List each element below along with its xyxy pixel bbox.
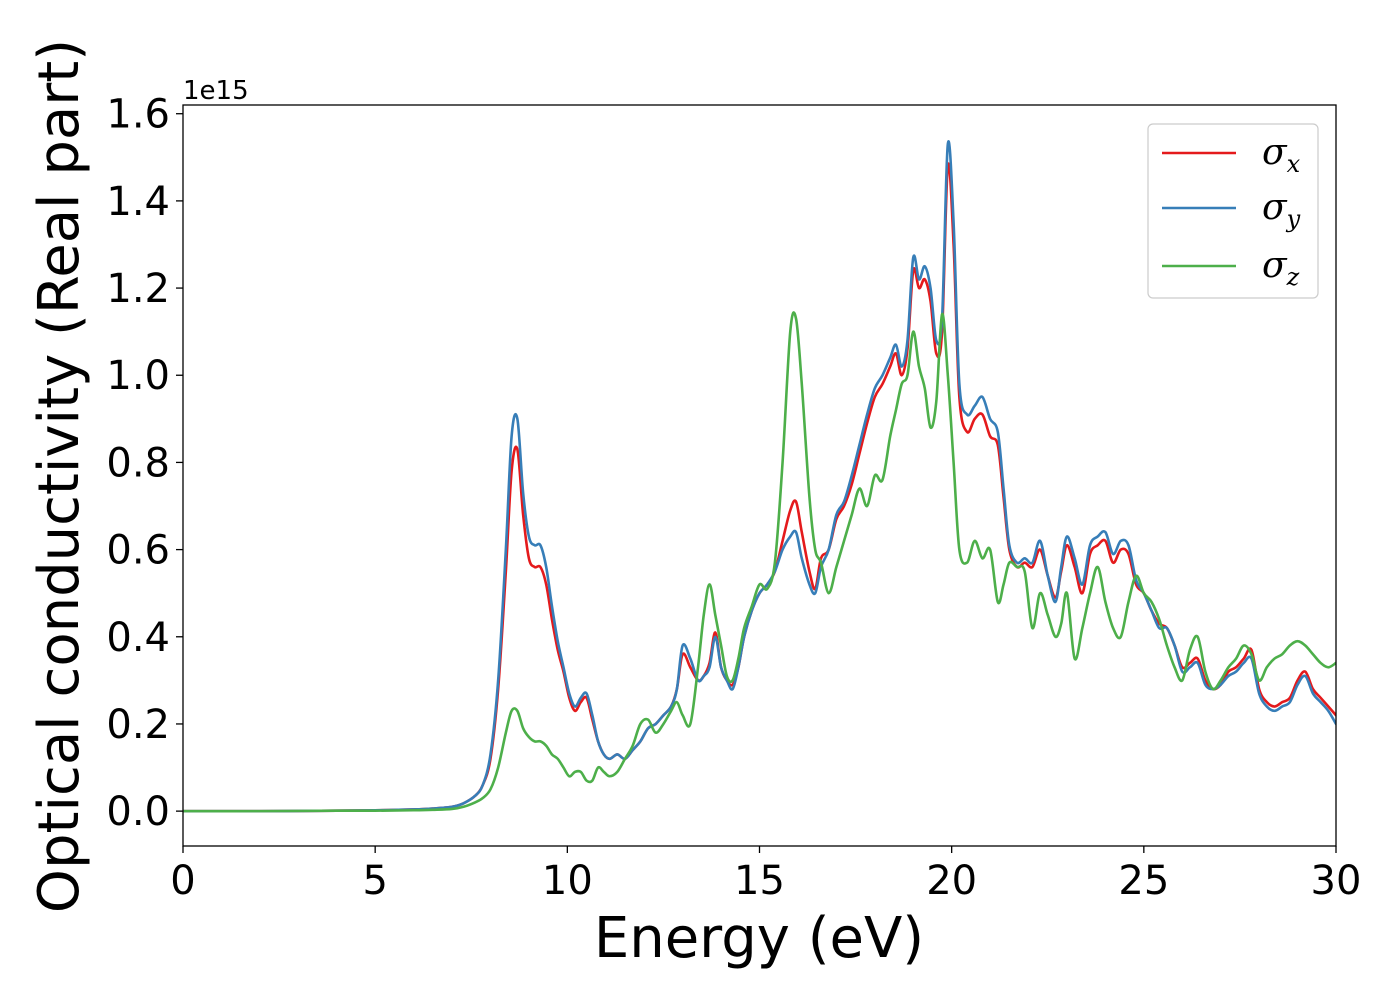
y-tick-label: 1.0 xyxy=(106,353,170,399)
y-tick-label: 0.6 xyxy=(106,528,170,574)
y-axis-title: Optical conductivity (Real part) xyxy=(27,39,92,913)
x-tick-label: 15 xyxy=(734,858,785,904)
y-tick-label: 0.8 xyxy=(106,440,170,486)
x-axis-ticks: 0 5 10 15 20 25 30 xyxy=(170,846,1361,904)
y-tick-label: 0.0 xyxy=(106,789,170,835)
x-tick-label: 10 xyxy=(542,858,593,904)
y-offset-label: 1e15 xyxy=(183,76,249,106)
y-tick-label: 0.4 xyxy=(106,615,170,661)
series-lines xyxy=(183,140,1336,813)
series-line-sigma-y xyxy=(183,140,1336,813)
legend-label-sigma-z: σz xyxy=(1262,245,1300,291)
x-tick-label: 20 xyxy=(926,858,977,904)
y-tick-label: 1.2 xyxy=(106,266,170,312)
x-tick-label: 25 xyxy=(1118,858,1169,904)
y-axis-ticks: 0.0 0.2 0.4 0.6 0.8 1.0 1.2 1.4 1.6 xyxy=(106,92,183,835)
series-line-sigma-z xyxy=(183,311,1336,813)
legend-box xyxy=(1147,123,1319,299)
x-tick-label: 5 xyxy=(362,858,387,904)
legend-label-sigma-x: σx xyxy=(1262,132,1301,178)
x-axis-title: Energy (eV) xyxy=(594,906,924,971)
y-tick-label: 1.6 xyxy=(106,92,170,138)
legend-label-sigma-y: σy xyxy=(1262,187,1301,233)
series-line-sigma-x xyxy=(183,162,1336,813)
y-tick-label: 1.4 xyxy=(106,179,170,225)
legend: σx σy σz xyxy=(1147,123,1319,299)
x-tick-label: 0 xyxy=(170,858,195,904)
x-tick-label: 30 xyxy=(1311,858,1362,904)
y-tick-label: 0.2 xyxy=(106,702,170,748)
legend-entries: σx σy σz xyxy=(1162,132,1301,291)
